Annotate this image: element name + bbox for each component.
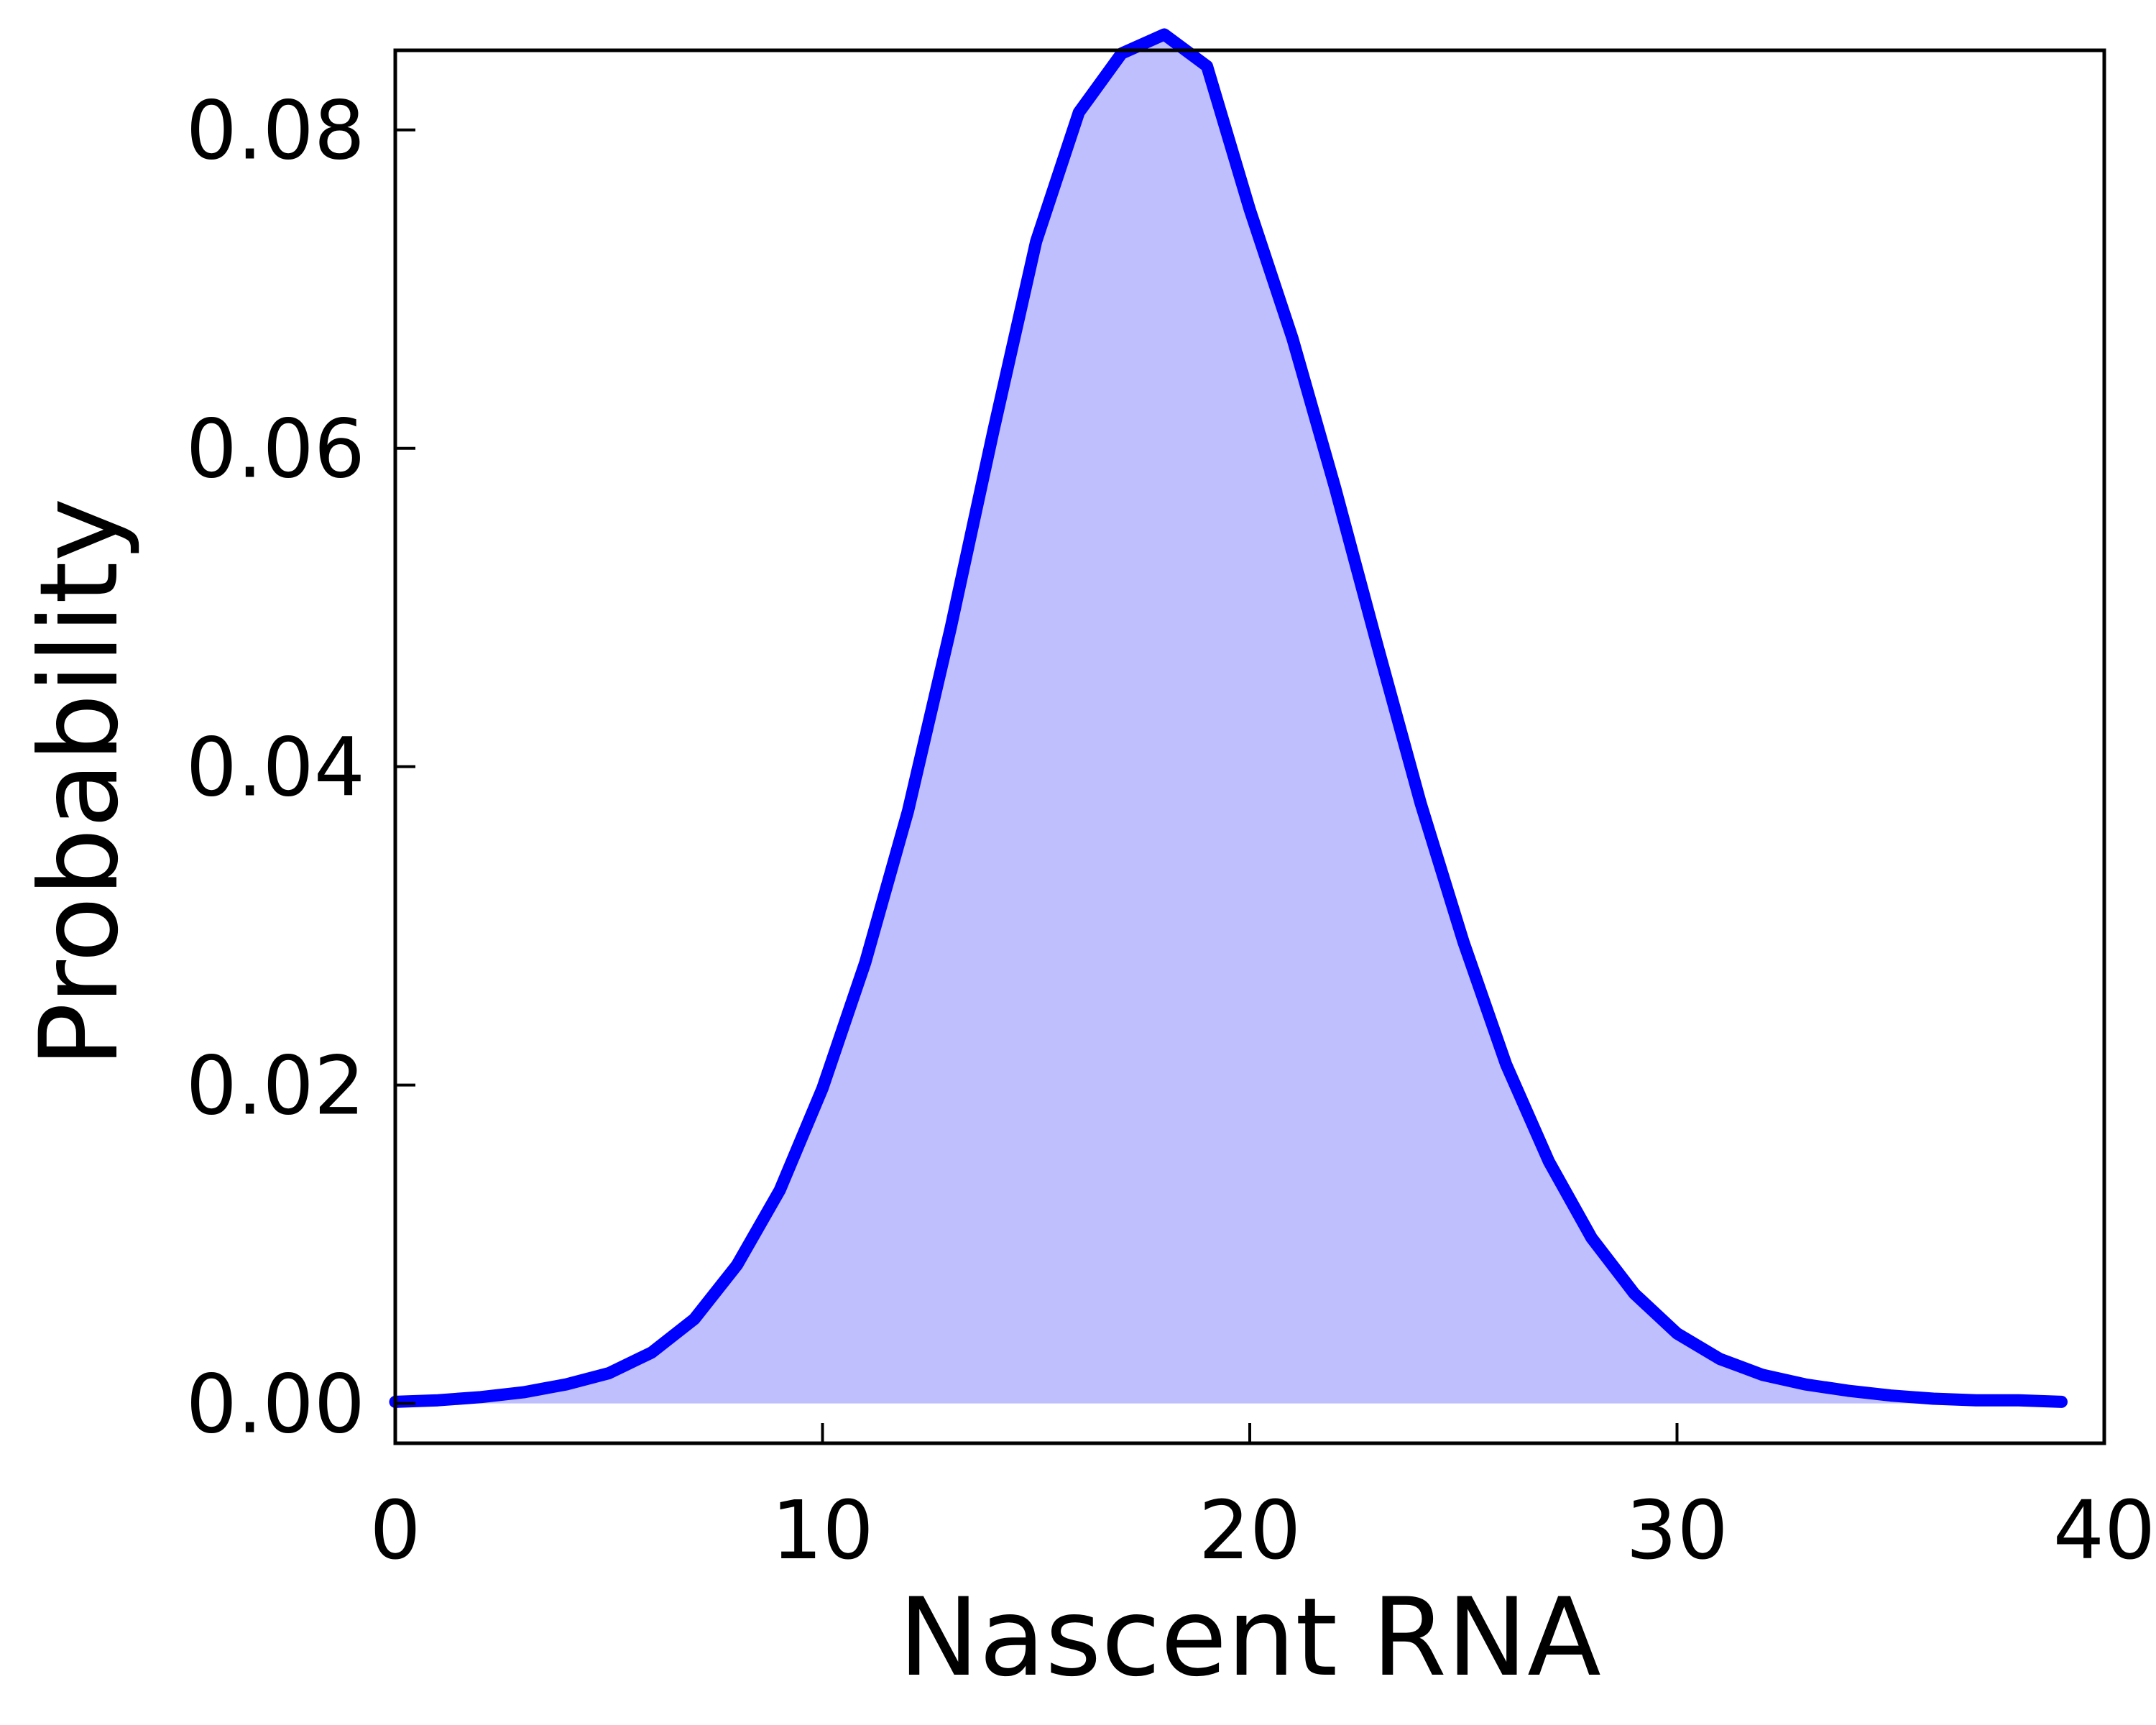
x-tick-label: 40 (2053, 1484, 2156, 1578)
y-axis-label: Probability (17, 498, 142, 1068)
distribution-area-fill (395, 34, 2062, 1404)
y-tick-label: 0.08 (186, 85, 365, 178)
y-tick-label: 0.06 (186, 403, 365, 497)
plot-area (389, 28, 2068, 1408)
x-tick-label: 30 (1626, 1484, 1728, 1578)
y-tick-label: 0.04 (186, 722, 365, 815)
x-tick-label: 10 (771, 1484, 874, 1578)
x-axis-label: Nascent RNA (898, 1576, 1601, 1701)
x-tick-label: 0 (369, 1484, 420, 1578)
y-tick-label: 0.00 (186, 1358, 365, 1452)
axis-ticks: 0 10 20 30 40 0.00 0.02 0.04 0.06 0.08 (186, 85, 2156, 1578)
x-tick-label: 20 (1199, 1484, 1302, 1578)
y-tick-label: 0.02 (186, 1040, 365, 1133)
distribution-series-line (389, 28, 2068, 1408)
